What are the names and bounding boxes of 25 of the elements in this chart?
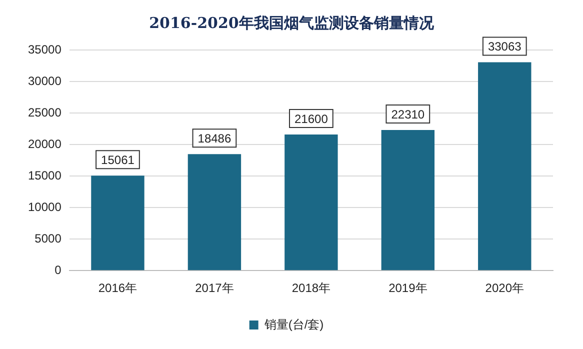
data-label: 21600 (294, 112, 328, 126)
y-tick-label: 5000 (34, 231, 62, 246)
bar (188, 154, 242, 270)
y-tick-label: 0 (54, 262, 62, 277)
y-tick-label: 35000 (28, 42, 62, 56)
x-tick-label: 2018年 (292, 281, 331, 296)
legend-label: 销量(台/套) (263, 317, 324, 332)
data-label: 33063 (488, 40, 522, 54)
y-tick-label: 10000 (28, 200, 62, 214)
y-tick-label: 20000 (28, 136, 62, 151)
bar (381, 130, 435, 270)
y-tick-label: 30000 (28, 74, 62, 88)
chart-title: 2016-2020年我国烟气监测设备销量情况 (148, 14, 435, 33)
x-tick-label: 2017年 (195, 281, 234, 296)
x-tick-label: 2019年 (388, 281, 428, 296)
bar (478, 62, 532, 270)
data-label: 15061 (101, 152, 135, 167)
x-tick-label: 2020年 (485, 281, 524, 296)
y-tick-label: 15000 (28, 168, 62, 182)
data-label: 22310 (391, 107, 425, 122)
x-tick-label: 2016年 (98, 281, 138, 296)
bar (284, 134, 338, 270)
data-label: 18486 (198, 131, 232, 146)
bar (91, 176, 144, 270)
y-tick-label: 25000 (28, 105, 62, 120)
